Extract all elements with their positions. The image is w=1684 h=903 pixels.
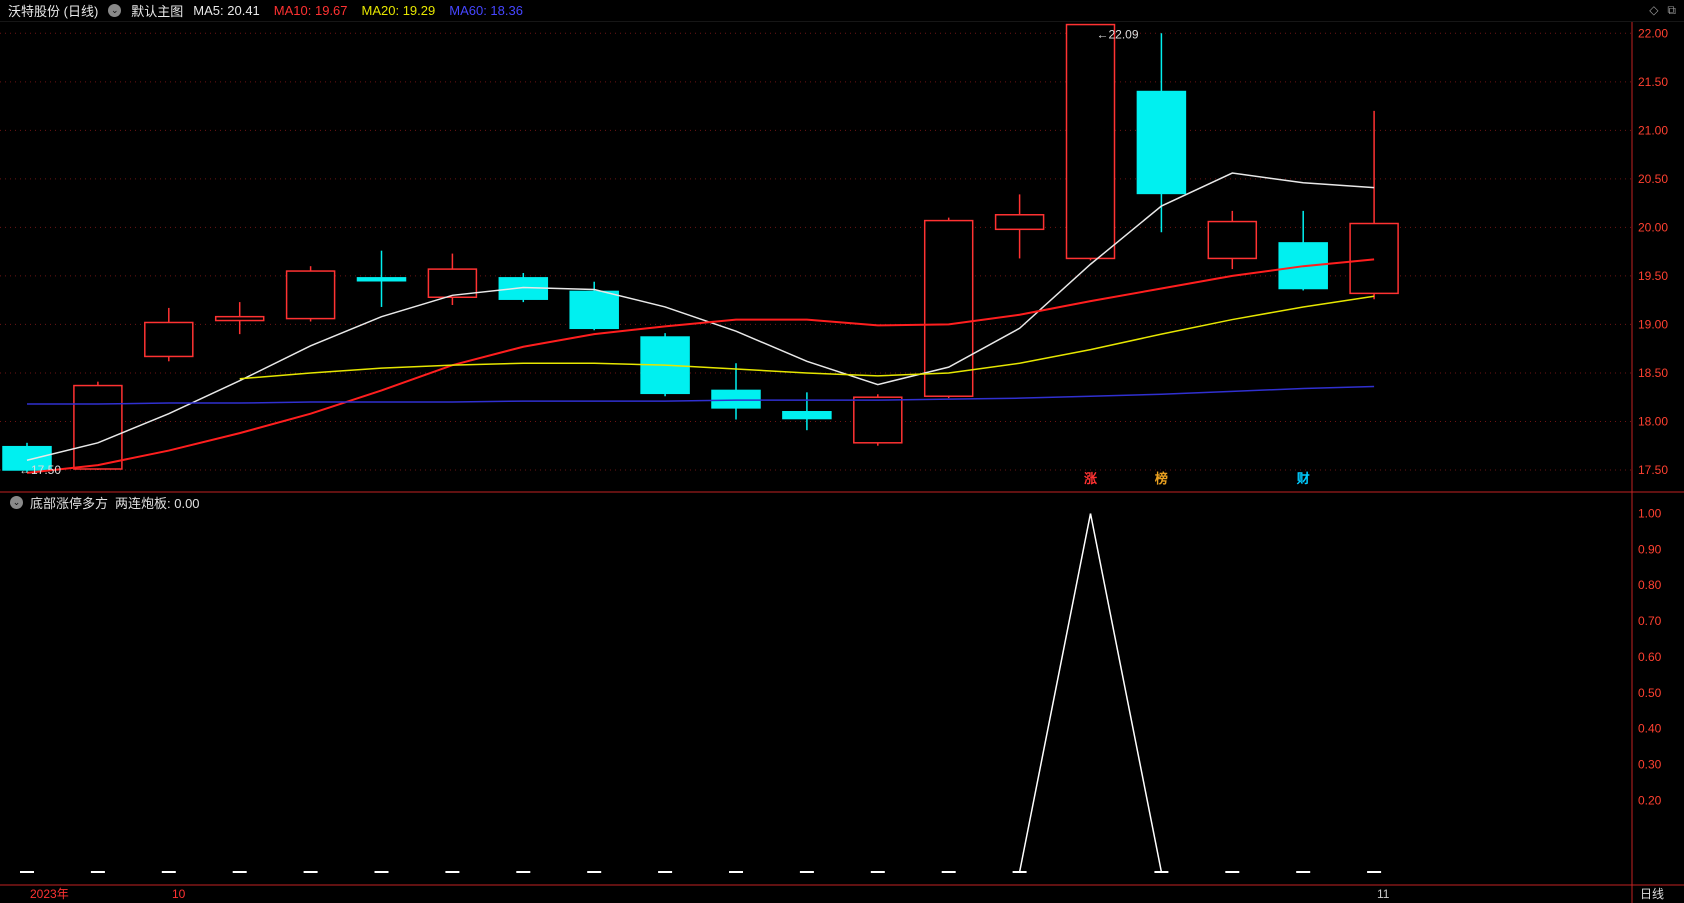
event-marker[interactable]: 榜 (1155, 471, 1168, 486)
indicator-axis-label: 1.00 (1638, 507, 1662, 521)
indicator-header: ⌄ 底部涨停多方 两连炮板: 0.00 (10, 493, 200, 512)
price-axis-label: 21.00 (1638, 123, 1668, 137)
candle-up[interactable] (1349, 110, 1399, 300)
event-marker[interactable]: 涨 (1083, 471, 1097, 486)
main-chart-selector[interactable]: 默认主图 (131, 4, 184, 19)
indicator-axis-label: 0.70 (1638, 614, 1662, 628)
ma5-line (26, 172, 1375, 462)
symbol-title: 沃特股份 (日线) (8, 4, 99, 19)
candle-up[interactable] (853, 394, 903, 446)
ma20-line (239, 295, 1375, 380)
chevron-down-circle-icon[interactable]: ⌄ (10, 496, 23, 509)
indicator-title[interactable]: 底部涨停多方 (30, 496, 109, 511)
indicator-axis-label: 0.30 (1638, 757, 1662, 771)
period-label[interactable]: 日线 (1640, 887, 1664, 901)
ma60-line (27, 385, 1375, 405)
candle-up[interactable] (427, 253, 478, 306)
price-axis-label: 19.00 (1638, 317, 1668, 331)
candle-up[interactable] (923, 217, 974, 399)
indicator-line-segment (1018, 513, 1092, 873)
indicator-line-segment (1089, 513, 1163, 873)
candle-up[interactable] (73, 381, 123, 470)
ma-values: MA5: 20.41 MA10: 19.67 MA20: 19.29 MA60: 18… (193, 3, 523, 18)
chart-header: 沃特股份 (日线) ⌄ 默认主图 MA5: 20.41 MA10: 19.67 MA… (0, 0, 1684, 22)
candle-up[interactable] (994, 194, 1045, 259)
event-marker[interactable]: 财 (1297, 471, 1310, 486)
candle-up[interactable] (144, 307, 194, 362)
candle-up[interactable] (1207, 210, 1258, 270)
price-annotation: ←17.50 (19, 463, 61, 477)
split-window-icon[interactable]: ⧉ (1667, 3, 1676, 17)
ma-label-0: MA5: 20.41 (193, 3, 260, 18)
candle-down[interactable] (1278, 210, 1328, 291)
indicator-axis-label: 0.80 (1638, 578, 1662, 592)
window-icons: ◇ ⧉ (1649, 3, 1676, 18)
candle-down[interactable] (569, 281, 619, 331)
candle-up[interactable] (285, 266, 336, 322)
x-axis-label[interactable]: 11 (1377, 887, 1390, 901)
price-axis-label: 20.50 (1638, 172, 1668, 186)
price-axis-label: 18.00 (1638, 414, 1668, 428)
indicator-axis-label: 0.60 (1638, 650, 1662, 664)
chart-canvas[interactable]: 22.00 21.50 21.00 20.50 20.00 19.50 19.00 18.50… (0, 22, 1684, 903)
candle-down[interactable] (711, 363, 761, 420)
price-axis-label: 22.00 (1638, 26, 1668, 40)
candle-down[interactable] (782, 392, 832, 431)
candle-up[interactable] (1065, 23, 1116, 261)
price-axis-label: 21.50 (1638, 75, 1668, 89)
indicator-axis-label: 0.50 (1638, 686, 1662, 700)
price-axis-label: 18.50 (1638, 366, 1668, 380)
candle-down[interactable] (2, 442, 52, 473)
price-axis-label: 17.50 (1638, 463, 1668, 477)
ma-label-2: MA20: 19.29 (361, 3, 436, 18)
diamond-icon[interactable]: ◇ (1649, 3, 1659, 17)
price-axis-label: 19.50 (1638, 269, 1668, 283)
indicator-axis-label: 0.90 (1638, 542, 1662, 556)
price-annotation: ←22.09 (1097, 28, 1139, 42)
ma10-line (26, 258, 1375, 474)
ma-label-1: MA10: 19.67 (273, 3, 348, 18)
candle-up[interactable] (214, 302, 265, 335)
price-axis-label: 20.00 (1638, 220, 1668, 234)
x-axis-label[interactable]: 10 (172, 887, 186, 901)
ma-label-3: MA60: 18.36 (449, 3, 523, 18)
candle-down[interactable] (1136, 33, 1187, 233)
x-axis-label[interactable]: 2023年 (30, 887, 69, 901)
indicator-axis-label: 0.20 (1638, 793, 1662, 807)
candle-down[interactable] (356, 250, 407, 307)
indicator-value: 两连炮板: 0.00 (115, 496, 200, 511)
indicator-axis-label: 0.40 (1638, 722, 1662, 736)
chevron-down-circle-icon[interactable]: ⌄ (108, 4, 122, 17)
